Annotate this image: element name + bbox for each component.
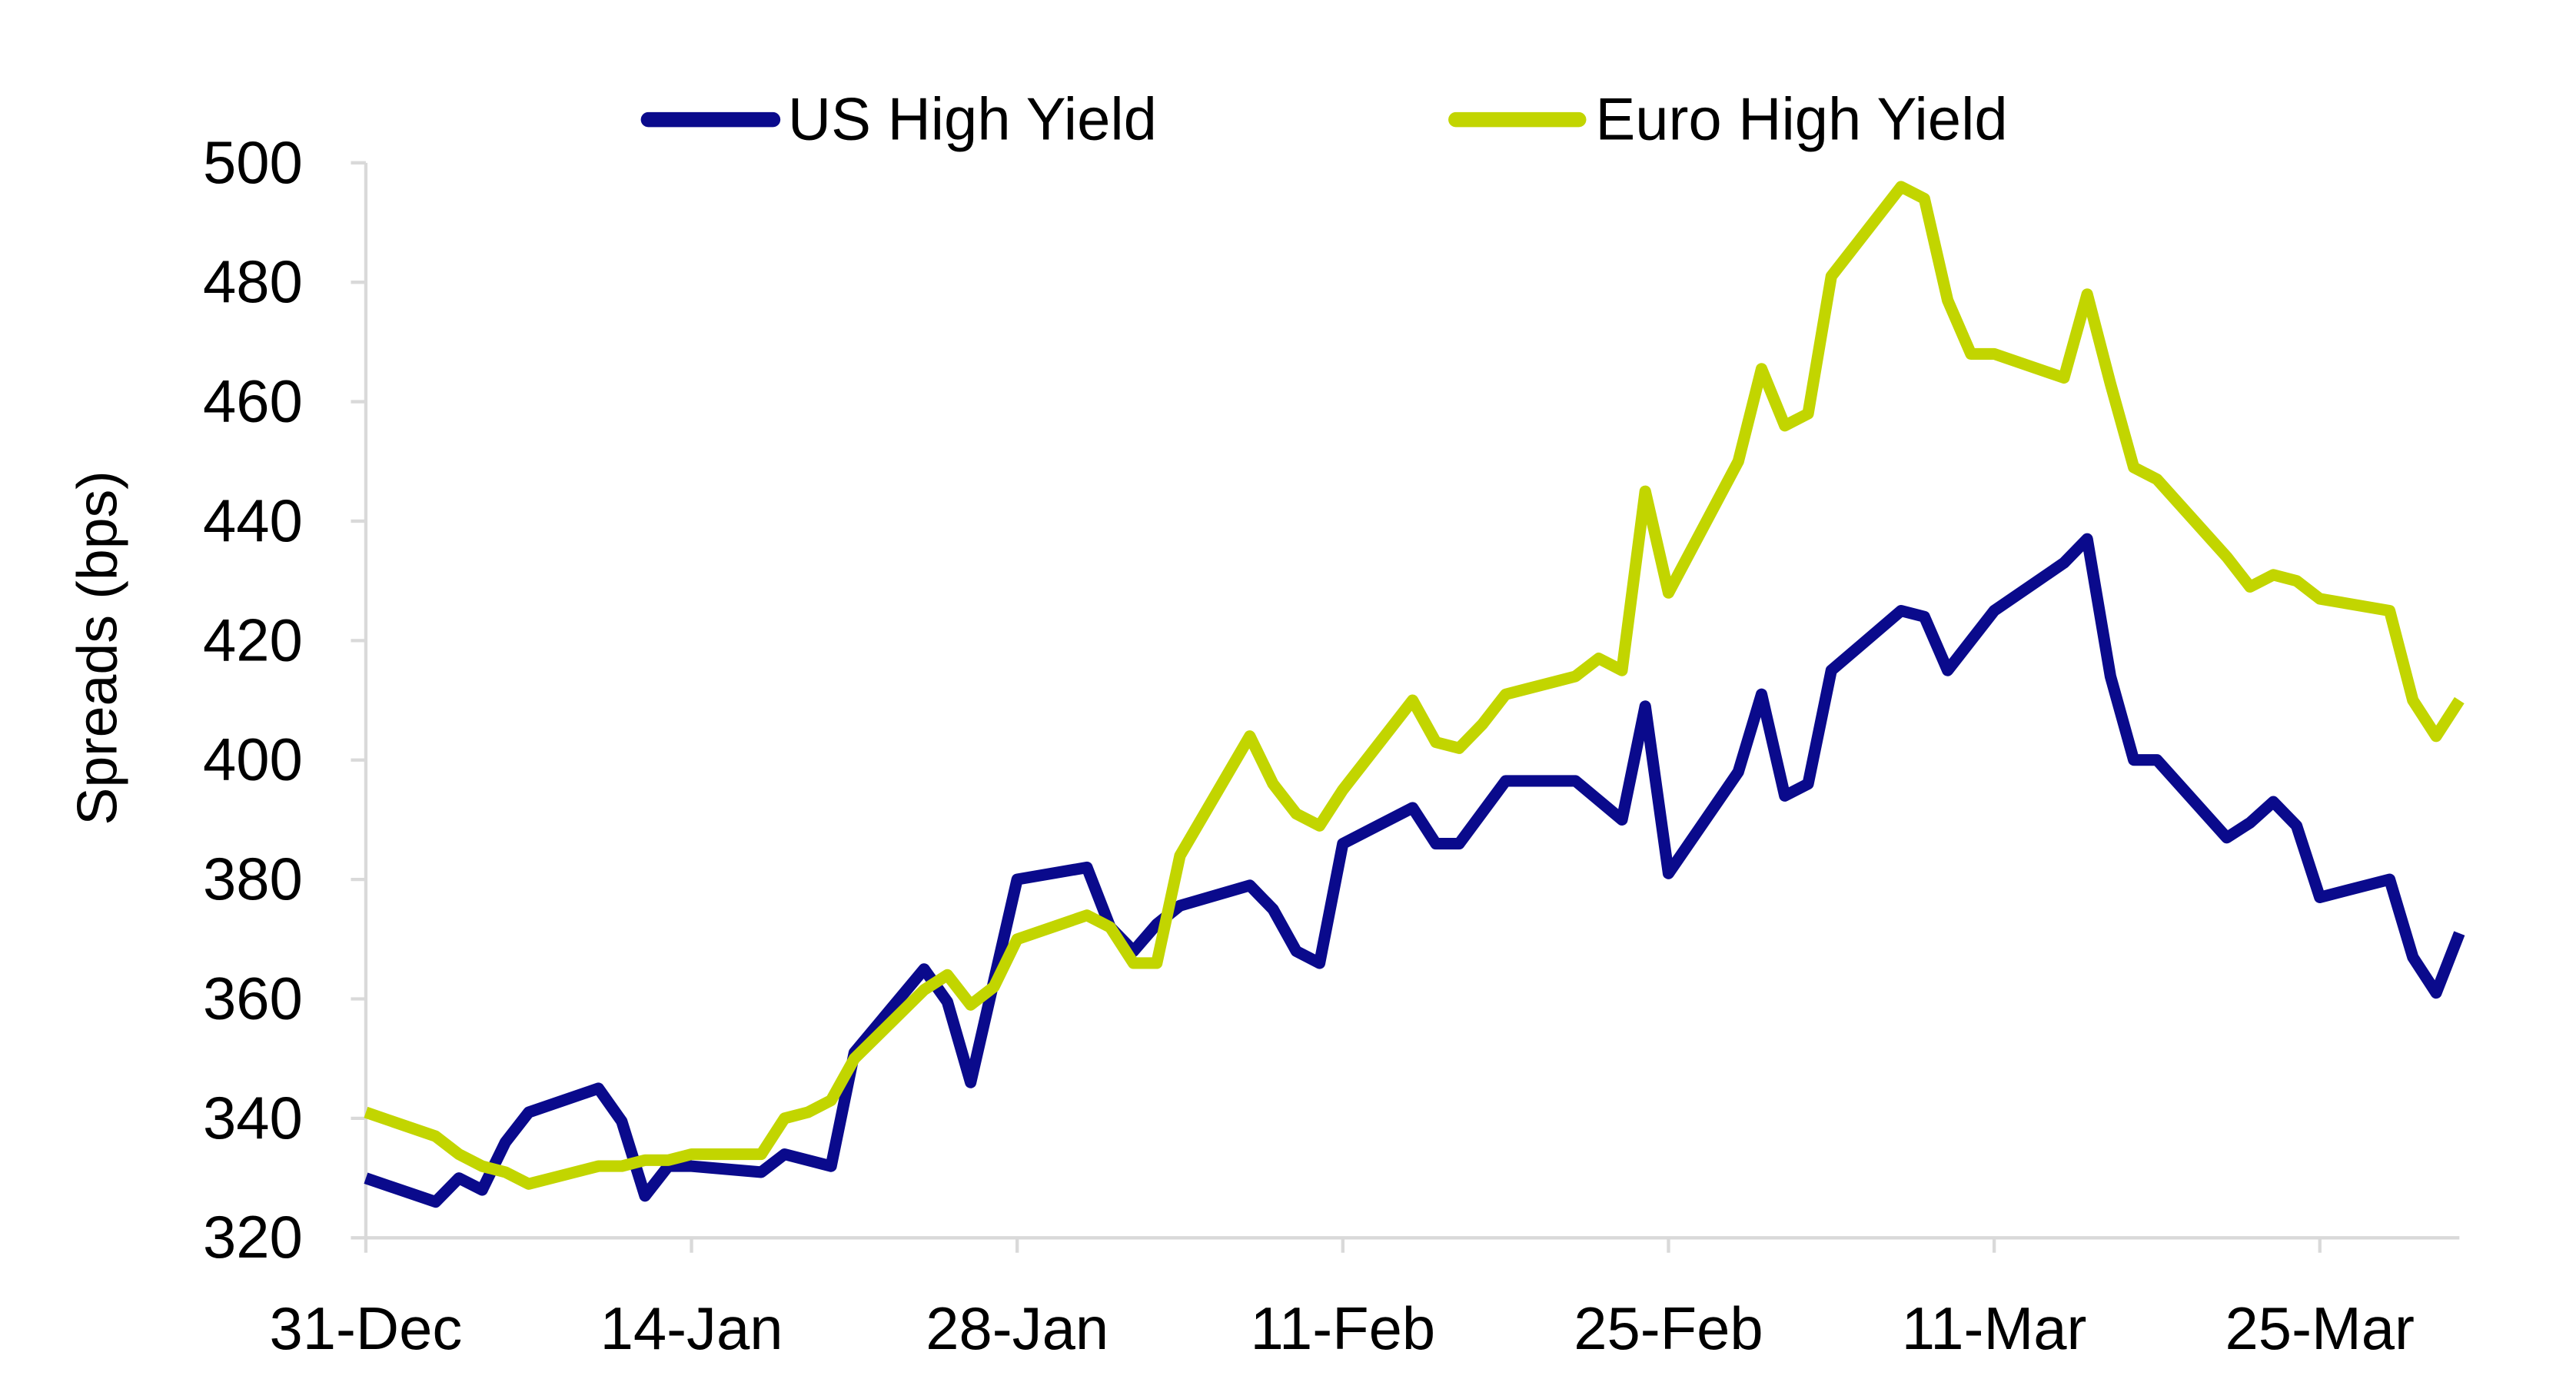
series-line-euro-high-yield <box>364 181 2465 1190</box>
y-axis-title: Spreads (bps) <box>65 470 129 825</box>
x-tick-label: 11-Mar <box>1902 1296 2087 1362</box>
y-tick-label: 340 <box>203 1085 303 1151</box>
y-tick-label: 320 <box>203 1205 303 1271</box>
legend-label-euro-high-yield: Euro High Yield <box>1595 87 2007 153</box>
x-tick-label: 11-Feb <box>1250 1296 1435 1362</box>
y-tick-label: 360 <box>203 965 303 1032</box>
y-tick-label: 380 <box>203 846 303 912</box>
y-tick-label: 440 <box>203 488 303 554</box>
x-tick-label: 25-Feb <box>1574 1296 1763 1362</box>
y-tick-label: 400 <box>203 727 303 793</box>
y-tick-label: 500 <box>203 130 303 196</box>
y-tick-label: 420 <box>203 607 303 673</box>
axes: 320 340 360 380 400 420 440 460 480 500 31-Dec 14-J… <box>203 130 2460 1362</box>
series-lines <box>364 181 2465 1208</box>
legend-label-us-high-yield: US High Yield <box>788 87 1157 153</box>
series-line-us-high-yield <box>364 533 2465 1208</box>
y-tick-label: 460 <box>203 369 303 435</box>
x-tick-label: 31-Dec <box>269 1296 462 1362</box>
y-tick-label: 480 <box>203 249 303 315</box>
x-tick-label: 28-Jan <box>926 1296 1109 1362</box>
x-tick-label: 14-Jan <box>600 1296 783 1362</box>
legend: US High Yield Euro High Yield <box>640 87 2008 153</box>
x-tick-label: 25-Mar <box>2225 1296 2415 1362</box>
